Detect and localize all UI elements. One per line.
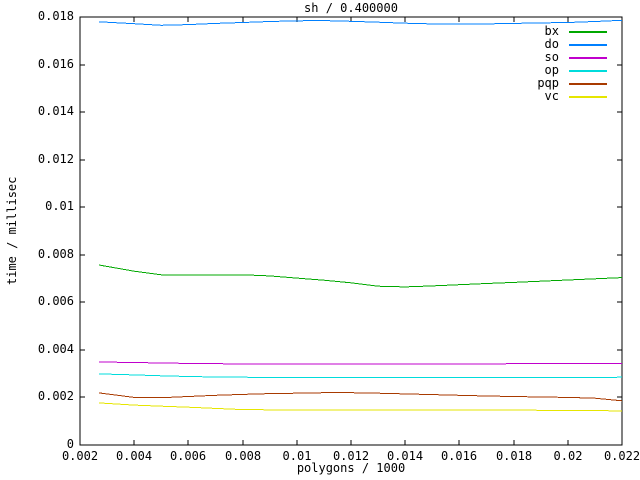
legend-line-sample-vc <box>569 95 607 98</box>
legend-label-pqp: pqp <box>537 76 559 90</box>
legend-entry-pqp: pqp <box>537 77 607 90</box>
legend-label-so: so <box>544 50 559 64</box>
x-tick-label: 0.022 <box>603 449 640 463</box>
legend-label-op: op <box>544 63 559 77</box>
x-tick-label: 0.018 <box>495 449 533 463</box>
y-tick-label: 0.012 <box>37 152 74 166</box>
legend-line-sample-pqp <box>569 82 607 85</box>
y-tick-label: 0.006 <box>37 294 74 308</box>
x-tick-label: 0.012 <box>332 449 370 463</box>
y-tick-label: 0.01 <box>45 199 74 213</box>
series-line-pqp <box>98 392 623 402</box>
legend-line-sample-do <box>569 43 607 46</box>
y-tick-label: 0.008 <box>37 247 74 261</box>
series-line-do <box>98 19 623 26</box>
legend-entry-bx: bx <box>537 25 607 38</box>
y-tick-label: 0.016 <box>37 57 74 71</box>
legend-line-sample-bx <box>569 30 607 33</box>
x-tick-label: 0.01 <box>282 449 312 463</box>
x-tick-label: 0.008 <box>224 449 262 463</box>
x-tick-label: 0.016 <box>440 449 478 463</box>
series-line-bx <box>98 264 623 288</box>
legend-entry-do: do <box>537 38 607 51</box>
y-tick-label: 0.004 <box>37 342 74 356</box>
y-tick-label: 0.014 <box>37 104 74 118</box>
x-axis-label: polygons / 1000 <box>296 461 406 475</box>
x-tick-label: 0.006 <box>169 449 207 463</box>
legend-label-do: do <box>544 37 559 51</box>
legend: bx do so op pqp vc <box>537 25 607 103</box>
y-tick-label: 0 <box>66 437 74 451</box>
series-line-vc <box>98 402 623 412</box>
y-tick-label: 0.002 <box>37 389 74 403</box>
series-line-so <box>98 361 622 365</box>
legend-label-vc: vc <box>544 89 559 103</box>
x-tick-label: 0.02 <box>553 449 583 463</box>
chart-title: sh / 0.400000 <box>304 1 398 15</box>
series-line-op <box>98 373 623 379</box>
x-tick-label: 0.014 <box>386 449 424 463</box>
legend-entry-so: so <box>537 51 607 64</box>
legend-line-sample-op <box>569 69 607 72</box>
legend-entry-vc: vc <box>537 90 607 103</box>
legend-line-sample-so <box>569 56 607 59</box>
legend-entry-op: op <box>537 64 607 77</box>
x-tick-label: 0.004 <box>115 449 153 463</box>
y-axis-label: time / millisec <box>5 176 19 286</box>
y-tick-label: 0.018 <box>37 9 74 23</box>
legend-label-bx: bx <box>544 24 559 38</box>
x-tick-label: 0.002 <box>61 449 99 463</box>
